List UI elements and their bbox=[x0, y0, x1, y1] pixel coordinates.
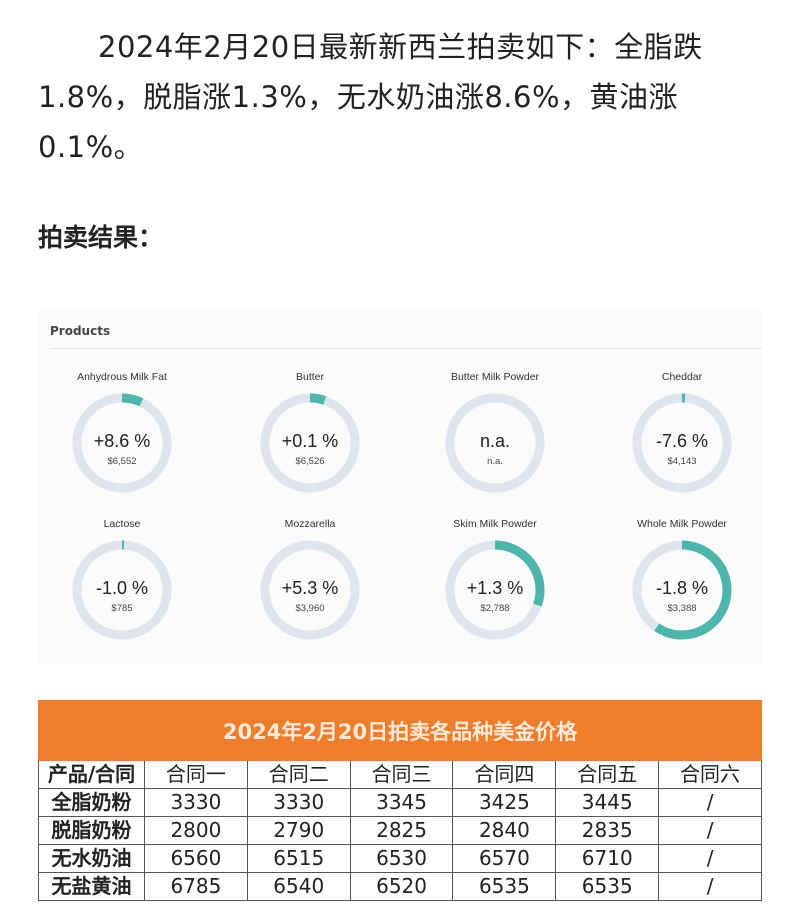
donut-arc bbox=[445, 540, 545, 640]
product-name: Lactose bbox=[104, 518, 141, 530]
table-cell: 6785 bbox=[144, 872, 248, 901]
table-cell: / bbox=[658, 788, 762, 817]
product-price: $3,388 bbox=[667, 603, 696, 614]
header-cell: 合同三 bbox=[349, 760, 454, 789]
table-cell: 6540 bbox=[246, 872, 351, 901]
paragraph: 2024年2月20日最新新西兰拍卖如下：全脂跌1.8%，脱脂涨1.3%，无水奶油… bbox=[38, 30, 703, 164]
heading: 拍卖结果： bbox=[38, 223, 164, 252]
table-cell: 6515 bbox=[246, 844, 351, 873]
table-cell: 2840 bbox=[452, 816, 557, 845]
donut-arc bbox=[632, 540, 732, 640]
donut-arc bbox=[632, 393, 732, 493]
table-cell: 6535 bbox=[555, 872, 660, 901]
product-price: $6,552 bbox=[107, 456, 136, 467]
donut-grid: Anhydrous Milk Fat +8.6 % $6,552 Butter +0.1… bbox=[72, 371, 732, 640]
table-cell: 6530 bbox=[349, 844, 454, 873]
header-cell: 合同五 bbox=[555, 760, 660, 789]
table-cell: 6520 bbox=[349, 872, 454, 901]
donut-arc bbox=[72, 393, 172, 493]
product-price: $6,526 bbox=[295, 456, 324, 467]
header-cell: 合同四 bbox=[452, 760, 557, 789]
table-cell: 全脂奶粉 bbox=[38, 788, 145, 817]
table-row: 无盐黄油 6785 6540 6520 6535 6535/ bbox=[38, 872, 762, 901]
product-change: +5.3 % bbox=[282, 578, 339, 598]
donut-track bbox=[260, 540, 360, 640]
table-cell: 无盐黄油 bbox=[38, 872, 145, 901]
table-cell: / bbox=[658, 872, 762, 901]
table-cell: 无水奶油 bbox=[38, 844, 145, 873]
table-cell: 3330 bbox=[144, 788, 248, 817]
table-cell: / bbox=[658, 844, 762, 873]
product-name: Whole Milk Powder bbox=[637, 518, 727, 530]
table-cell: 6570 bbox=[452, 844, 557, 873]
header-cell: 产品/合同 bbox=[38, 760, 145, 789]
title-row: 2024年2月20日拍卖各品种美金价格 bbox=[38, 700, 762, 761]
product-change: +1.3 % bbox=[467, 578, 524, 598]
product-change: -1.8 % bbox=[656, 578, 708, 598]
header-cell: 合同一 bbox=[144, 760, 248, 789]
donut-track bbox=[445, 393, 545, 493]
table-cell: 3425 bbox=[452, 788, 557, 817]
table-cell: 3345 bbox=[349, 788, 454, 817]
product-price: n.a. bbox=[487, 456, 503, 467]
table-row: 无水奶油 6560 6515 6530 6570 6710/ bbox=[38, 844, 762, 873]
product-name: Butter bbox=[296, 371, 325, 383]
product-change: n.a. bbox=[480, 431, 510, 451]
product-change: -7.6 % bbox=[656, 431, 708, 451]
product-change: +0.1 % bbox=[282, 431, 339, 451]
header-cell: 合同六 bbox=[658, 760, 762, 789]
header-row: 产品/合同 合同一 合同二 合同三 合同四 合同五 合同六 bbox=[38, 760, 762, 789]
table-cell: 6535 bbox=[452, 872, 557, 901]
divider bbox=[50, 348, 762, 349]
donut-arc bbox=[260, 393, 360, 493]
product-price: $785 bbox=[111, 603, 132, 614]
product-price: $3,960 bbox=[295, 603, 324, 614]
table-cell: 6710 bbox=[555, 844, 660, 873]
product-name: Skim Milk Powder bbox=[453, 518, 537, 530]
product-name: Mozzarella bbox=[285, 518, 336, 530]
table-cell: 2790 bbox=[246, 816, 351, 845]
table-cell: 脱脂奶粉 bbox=[38, 816, 145, 845]
table-cell: 2835 bbox=[555, 816, 660, 845]
header-cell: 合同二 bbox=[246, 760, 351, 789]
table-cell: 2800 bbox=[144, 816, 248, 845]
table-cell: / bbox=[658, 816, 762, 845]
product-price: $2,788 bbox=[480, 603, 509, 614]
table-cell: 3330 bbox=[246, 788, 351, 817]
price-table: 2024年2月20日拍卖各品种美金价格 产品/合同 合同一 合同二 合同三 合同四 合同五合… bbox=[38, 700, 762, 901]
product-price: $4,143 bbox=[667, 456, 696, 467]
product-name: Anhydrous Milk Fat bbox=[77, 371, 167, 383]
table-row: 全脂奶粉 3330 3330 3345 3425 3445/ bbox=[38, 788, 762, 817]
table-cell: 2825 bbox=[349, 816, 454, 845]
table-cell: 6560 bbox=[144, 844, 248, 873]
product-change: +8.6 % bbox=[94, 431, 151, 451]
table-row: 脱脂奶粉 2800 2790 2825 2840 2835/ bbox=[38, 816, 762, 845]
table-cell: 3445 bbox=[555, 788, 660, 817]
panel-title: Products bbox=[50, 324, 111, 338]
table-title: 2024年2月20日拍卖各品种美金价格 bbox=[38, 700, 762, 761]
products-panel: Products Anhydrous Milk Fat +8.6 % $6,552 B… bbox=[38, 310, 762, 665]
donut-arc bbox=[72, 540, 172, 640]
product-name: Cheddar bbox=[662, 371, 703, 383]
product-change: -1.0 % bbox=[96, 578, 148, 598]
product-name: Butter Milk Powder bbox=[451, 371, 540, 383]
